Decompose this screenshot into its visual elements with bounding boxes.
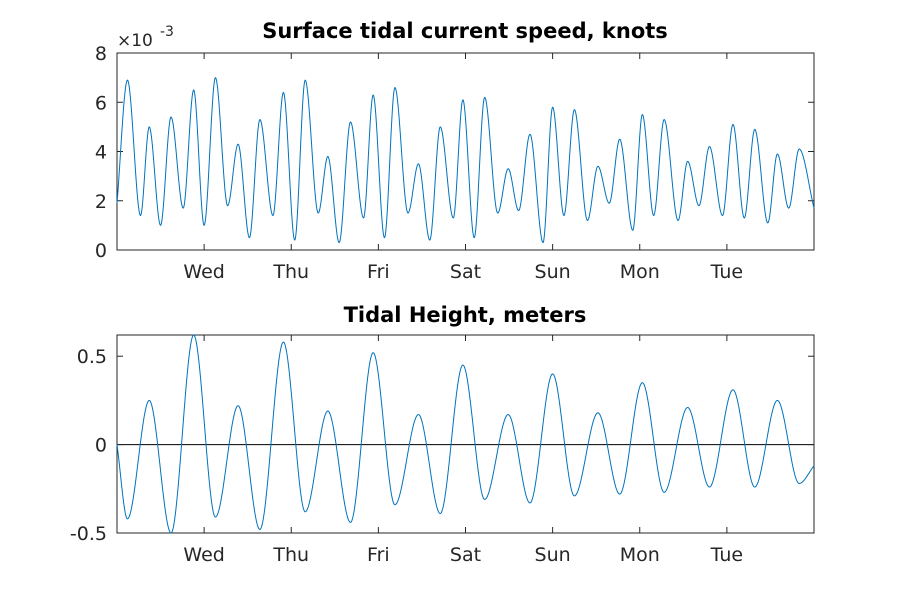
current-speed-xtick-label: Mon: [620, 261, 660, 283]
tidal-height-y-ticks: -0.5 0 0.5: [70, 346, 814, 545]
tidal-height-series-line: [116, 334, 815, 534]
current-speed-xtick-label: Thu: [272, 261, 309, 283]
tidal-height-axes: Tidal Height, meters -0.5 0 0.5 Wed Thu Fri S…: [70, 303, 815, 566]
tidal-height-xtick-label: Sat: [450, 544, 481, 566]
current-speed-title: Surface tidal current speed, knots: [262, 19, 668, 43]
tidal-height-ytick-label: 0.5: [77, 346, 107, 368]
tidal-height-xtick-label: Thu: [272, 544, 309, 566]
current-speed-y-ticks: 0 2 4 6 8: [95, 43, 814, 262]
current-speed-ytick-label: 0: [95, 240, 107, 262]
current-speed-xtick-label: Fri: [367, 261, 390, 283]
tidal-height-xtick-label: Fri: [367, 544, 390, 566]
current-speed-xtick-label: Sun: [535, 261, 571, 283]
tidal-height-plot-area: [116, 334, 815, 534]
current-speed-ytick-label: 6: [95, 92, 107, 114]
current-speed-x-ticks: Wed Thu Fri Sat Sun Mon Tue: [183, 53, 743, 283]
current-speed-multiplier: ×10 -3: [117, 24, 174, 51]
current-speed-ytick-label: 4: [95, 142, 107, 164]
tidal-height-x-ticks: Wed Thu Fri Sat Sun Mon Tue: [183, 335, 743, 566]
current-speed-xtick-label: Wed: [183, 261, 224, 283]
tidal-height-xtick-label: Wed: [183, 544, 224, 566]
tidal-height-ytick-label: 0: [95, 435, 107, 457]
current-speed-xtick-label: Sat: [450, 261, 481, 283]
current-speed-series: [116, 77, 815, 244]
tidal-height-xtick-label: Tue: [710, 544, 743, 566]
current-speed-ytick-label: 8: [95, 43, 107, 65]
current-speed-xtick-label: Tue: [710, 261, 743, 283]
tidal-height-title: Tidal Height, meters: [344, 303, 587, 327]
current-speed-multiplier-exponent: -3: [160, 24, 174, 40]
tidal-height-xtick-label: Mon: [620, 544, 660, 566]
current-speed-multiplier-base: ×10: [117, 31, 153, 51]
current-speed-plot-area: [116, 52, 815, 251]
tidal-height-ytick-label: -0.5: [70, 523, 107, 545]
current-speed-ytick-label: 2: [95, 191, 107, 213]
tidal-height-xtick-label: Sun: [535, 544, 571, 566]
current-speed-axes: Surface tidal current speed, knots ×10 -…: [95, 19, 815, 283]
tidal-height-series: [116, 334, 815, 534]
current-speed-series-line: [116, 77, 815, 244]
